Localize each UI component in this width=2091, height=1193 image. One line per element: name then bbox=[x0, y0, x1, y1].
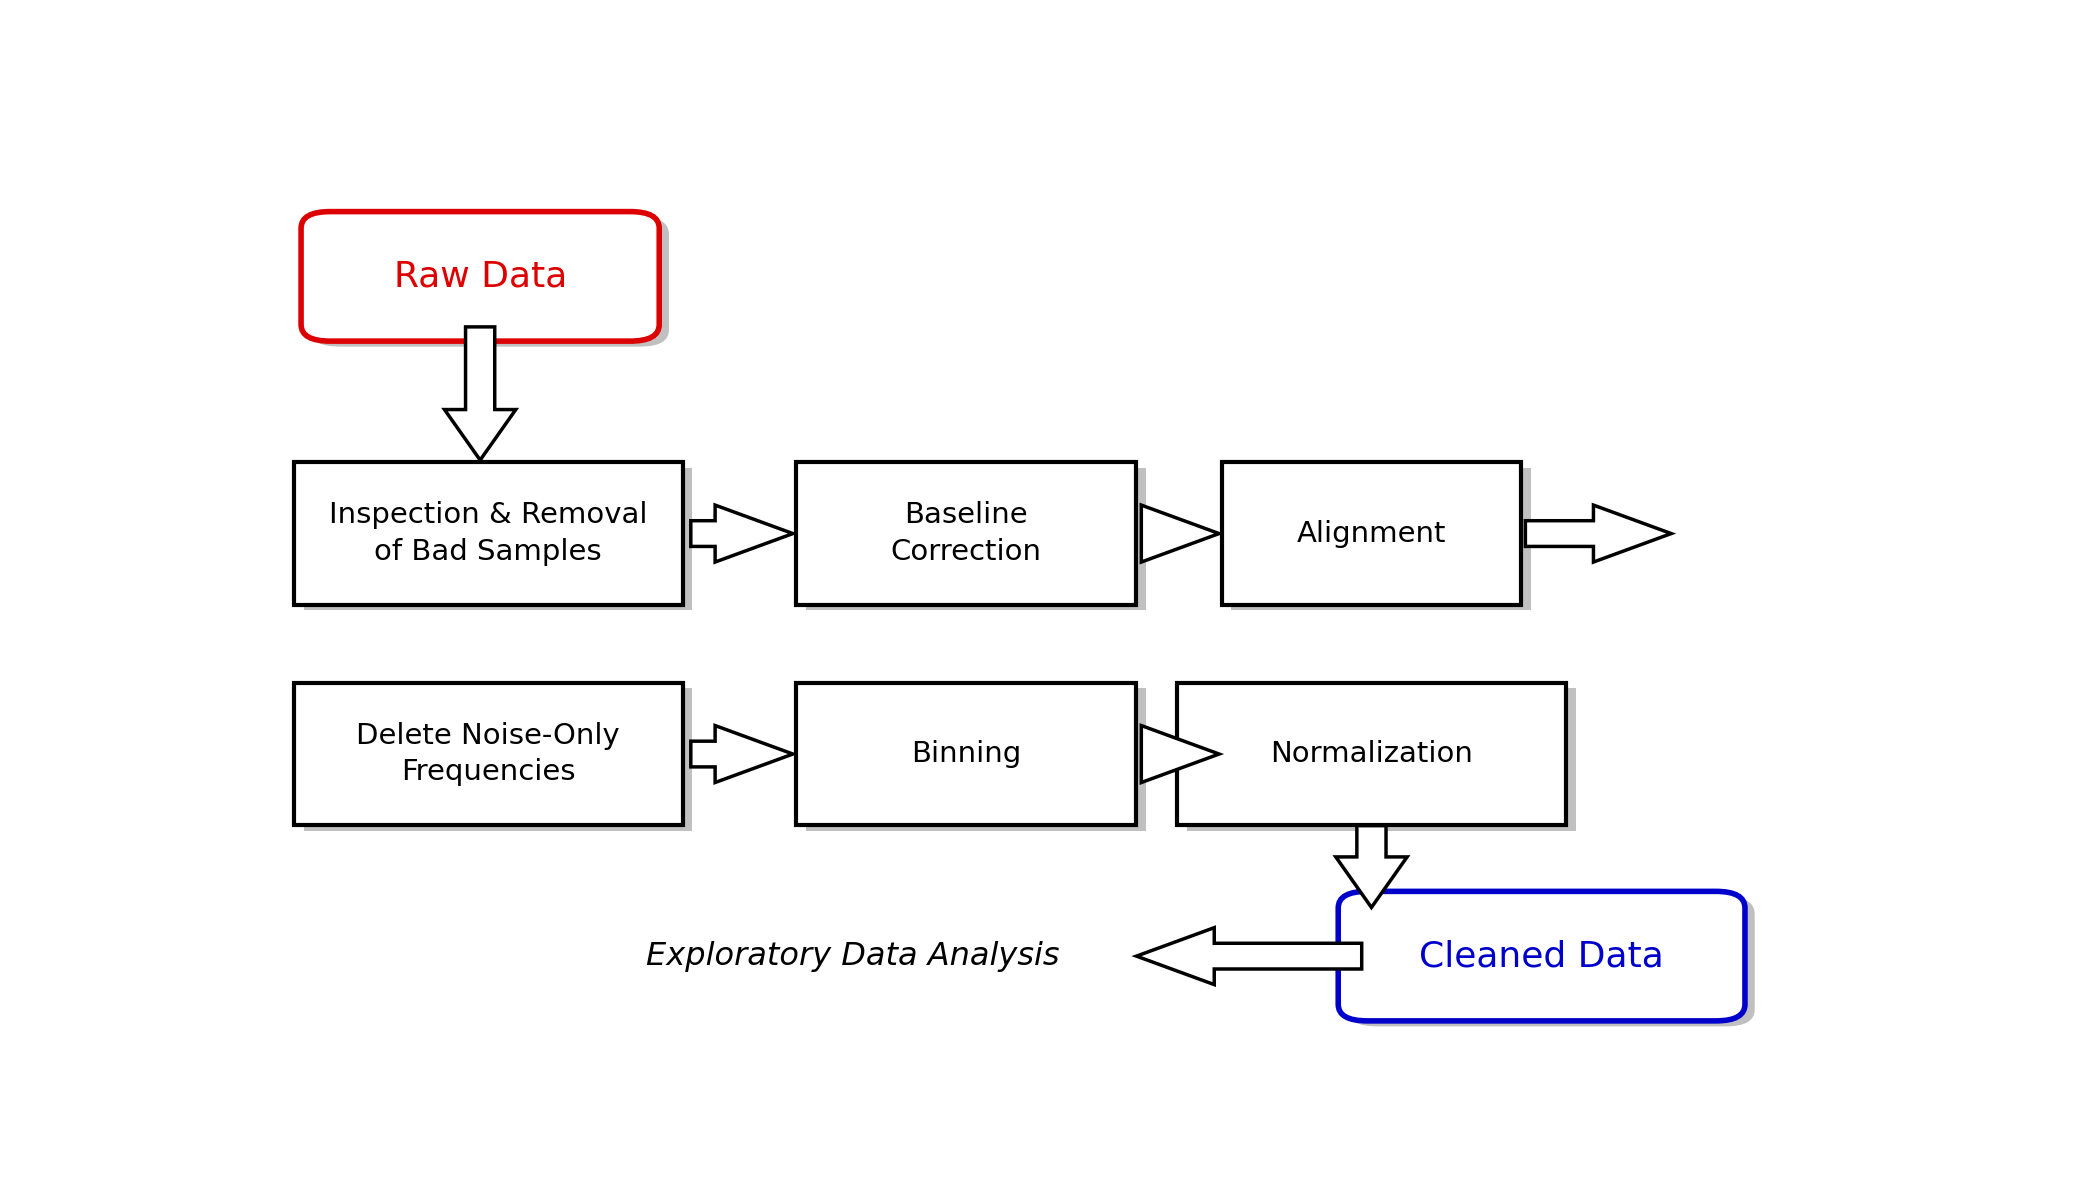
Text: Delete Noise-Only
Frequencies: Delete Noise-Only Frequencies bbox=[355, 722, 621, 786]
Polygon shape bbox=[690, 725, 792, 783]
FancyBboxPatch shape bbox=[797, 682, 1138, 826]
FancyBboxPatch shape bbox=[1349, 897, 1754, 1026]
FancyBboxPatch shape bbox=[1188, 688, 1577, 830]
FancyBboxPatch shape bbox=[303, 468, 692, 611]
FancyBboxPatch shape bbox=[1232, 468, 1531, 611]
FancyBboxPatch shape bbox=[1221, 463, 1522, 605]
Polygon shape bbox=[1142, 725, 1219, 783]
FancyBboxPatch shape bbox=[805, 468, 1146, 611]
FancyBboxPatch shape bbox=[805, 688, 1146, 830]
Polygon shape bbox=[1142, 505, 1219, 562]
FancyBboxPatch shape bbox=[1177, 682, 1566, 826]
FancyBboxPatch shape bbox=[293, 463, 684, 605]
Polygon shape bbox=[690, 505, 792, 562]
Polygon shape bbox=[1336, 826, 1407, 908]
FancyBboxPatch shape bbox=[293, 682, 684, 826]
FancyBboxPatch shape bbox=[301, 211, 659, 341]
Polygon shape bbox=[1138, 928, 1361, 984]
FancyBboxPatch shape bbox=[303, 688, 692, 830]
Polygon shape bbox=[1526, 505, 1671, 562]
Text: Normalization: Normalization bbox=[1269, 740, 1472, 768]
Text: Binning: Binning bbox=[912, 740, 1020, 768]
Text: Raw Data: Raw Data bbox=[393, 259, 567, 293]
Text: Inspection & Removal
of Bad Samples: Inspection & Removal of Bad Samples bbox=[328, 501, 648, 565]
Text: Cleaned Data: Cleaned Data bbox=[1420, 939, 1664, 973]
Polygon shape bbox=[445, 327, 516, 460]
Text: Baseline
Correction: Baseline Correction bbox=[891, 501, 1041, 565]
Text: Exploratory Data Analysis: Exploratory Data Analysis bbox=[646, 940, 1060, 971]
FancyBboxPatch shape bbox=[312, 217, 669, 347]
FancyBboxPatch shape bbox=[797, 463, 1138, 605]
Text: Alignment: Alignment bbox=[1296, 520, 1447, 548]
FancyBboxPatch shape bbox=[1338, 891, 1746, 1021]
